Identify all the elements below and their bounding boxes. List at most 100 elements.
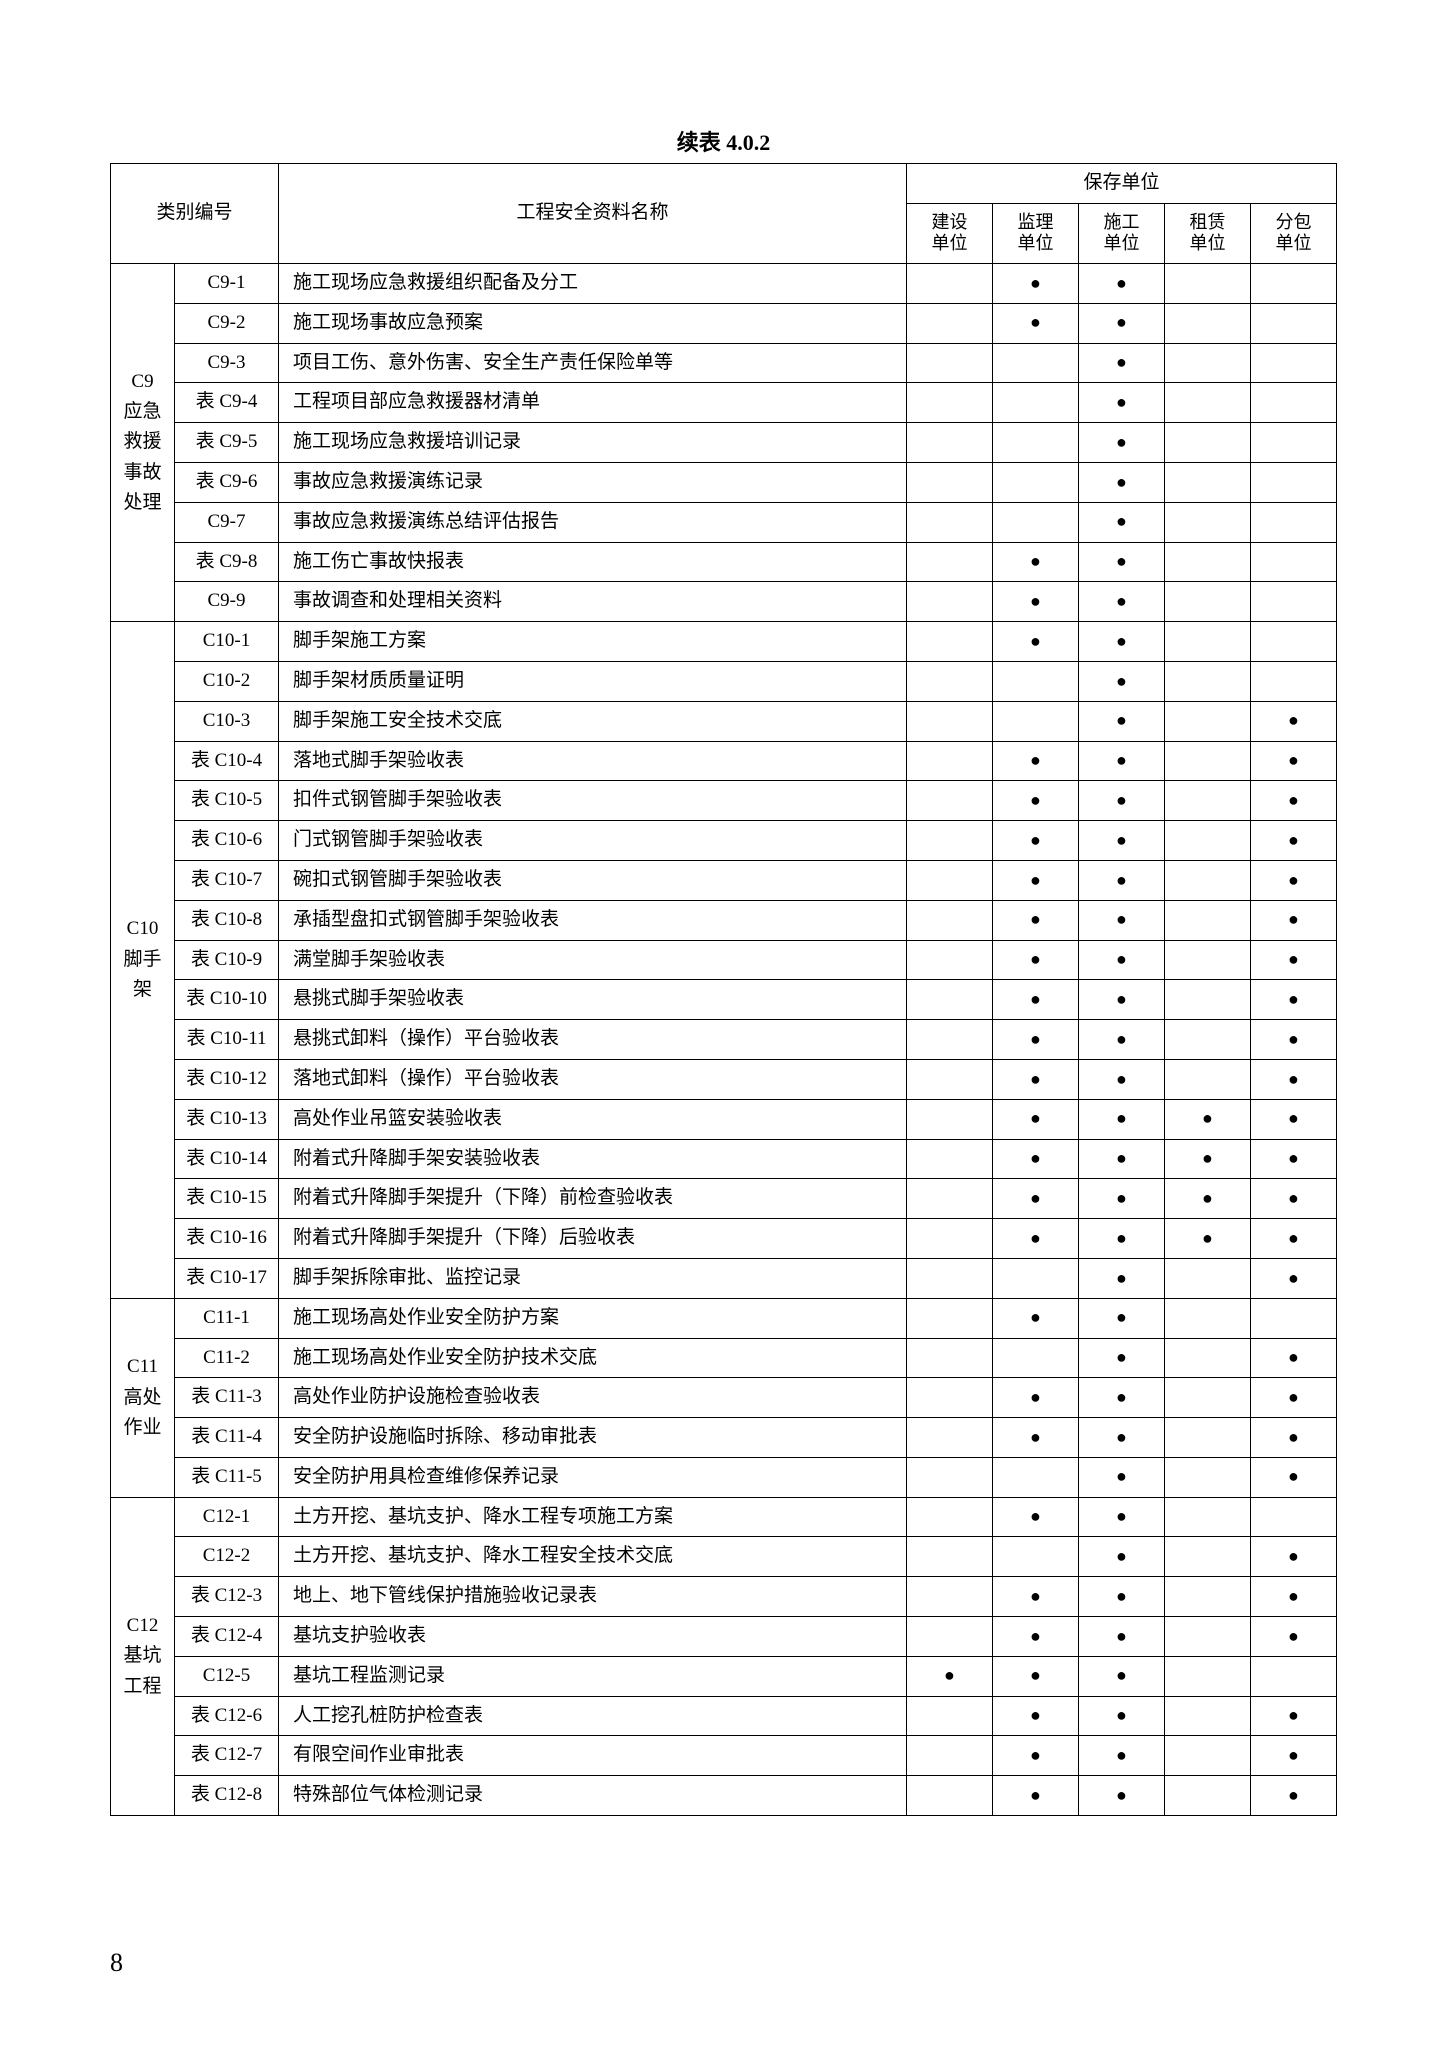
mark-cell: ● [1250,980,1336,1020]
dot-icon: ● [1288,1347,1299,1367]
code-cell: 表 C11-3 [175,1378,279,1418]
hdr-unit-2: 施工单位 [1078,203,1164,263]
table-row: C12-5基坑工程监测记录●●● [111,1656,1337,1696]
mark-cell [1164,661,1250,701]
mark-cell [906,582,992,622]
name-cell: 施工现场高处作业安全防护技术交底 [279,1338,907,1378]
name-cell: 施工现场应急救援组织配备及分工 [279,263,907,303]
mark-cell [906,1736,992,1776]
mark-cell [1164,263,1250,303]
dot-icon: ● [1202,1108,1213,1128]
dot-icon: ● [1030,1387,1041,1407]
mark-cell: ● [992,1577,1078,1617]
dot-icon: ● [1202,1148,1213,1168]
mark-cell: ● [1250,781,1336,821]
mark-cell [906,900,992,940]
mark-cell: ● [992,1219,1078,1259]
code-cell: 表 C12-3 [175,1577,279,1617]
dot-icon: ● [944,1665,955,1685]
name-cell: 土方开挖、基坑支护、降水工程专项施工方案 [279,1497,907,1537]
mark-cell [906,1617,992,1657]
mark-cell: ● [1078,1338,1164,1378]
mark-cell [1164,860,1250,900]
dot-icon: ● [1116,1586,1127,1606]
hdr-unit-3: 租赁单位 [1164,203,1250,263]
mark-cell [992,1457,1078,1497]
dot-icon: ● [1288,909,1299,929]
table-row: C11-2施工现场高处作业安全防护技术交底●● [111,1338,1337,1378]
dot-icon: ● [1030,273,1041,293]
dot-icon: ● [1116,1069,1127,1089]
mark-cell: ● [1078,462,1164,502]
mark-cell [906,1457,992,1497]
dot-icon: ● [1116,1307,1127,1327]
dot-icon: ● [1030,1148,1041,1168]
mark-cell [906,1378,992,1418]
mark-cell [906,1577,992,1617]
hdr-unit-4: 分包单位 [1250,203,1336,263]
mark-cell [906,1497,992,1537]
table-row: 表 C12-4基坑支护验收表●●● [111,1617,1337,1657]
mark-cell [1164,1378,1250,1418]
mark-cell [1250,1656,1336,1696]
table-row: C12-2土方开挖、基坑支护、降水工程安全技术交底●● [111,1537,1337,1577]
dot-icon: ● [1288,1108,1299,1128]
dot-icon: ● [1030,830,1041,850]
mark-cell [906,1776,992,1816]
mark-cell: ● [992,1617,1078,1657]
dot-icon: ● [1030,1665,1041,1685]
mark-cell: ● [1078,1736,1164,1776]
name-cell: 基坑工程监测记录 [279,1656,907,1696]
dot-icon: ● [1202,1188,1213,1208]
mark-cell: ● [1250,1258,1336,1298]
table-row: 表 C9-5施工现场应急救援培训记录● [111,423,1337,463]
hdr-unit-0: 建设单位 [906,203,992,263]
mark-cell [1164,741,1250,781]
dot-icon: ● [1288,1029,1299,1049]
dot-icon: ● [1030,631,1041,651]
mark-cell: ● [1078,661,1164,701]
dot-icon: ● [1030,1228,1041,1248]
mark-cell [1164,1537,1250,1577]
dot-icon: ● [1116,671,1127,691]
mark-cell [906,1696,992,1736]
mark-cell: ● [1078,980,1164,1020]
mark-cell: ● [1078,781,1164,821]
dot-icon: ● [1116,551,1127,571]
mark-cell: ● [1078,701,1164,741]
dot-icon: ● [1288,1268,1299,1288]
mark-cell: ● [992,860,1078,900]
dot-icon: ● [1288,1188,1299,1208]
mark-cell [1250,1497,1336,1537]
mark-cell [1164,1656,1250,1696]
name-cell: 悬挑式脚手架验收表 [279,980,907,1020]
mark-cell: ● [1078,423,1164,463]
dot-icon: ● [1116,1148,1127,1168]
mark-cell: ● [992,1179,1078,1219]
name-cell: 施工现场应急救援培训记录 [279,423,907,463]
name-cell: 安全防护用具检查维修保养记录 [279,1457,907,1497]
mark-cell [1250,343,1336,383]
mark-cell: ● [1078,1656,1164,1696]
mark-cell: ● [992,781,1078,821]
dot-icon: ● [1030,1427,1041,1447]
name-cell: 事故应急救援演练总结评估报告 [279,502,907,542]
dot-icon: ● [1030,591,1041,611]
mark-cell: ● [1078,1059,1164,1099]
code-cell: 表 C10-8 [175,900,279,940]
mark-cell: ● [1078,1020,1164,1060]
name-cell: 事故调查和处理相关资料 [279,582,907,622]
mark-cell: ● [1078,1696,1164,1736]
name-cell: 附着式升降脚手架提升（下降）前检查验收表 [279,1179,907,1219]
dot-icon: ● [1030,1307,1041,1327]
mark-cell [992,423,1078,463]
mark-cell: ● [1078,1577,1164,1617]
dot-icon: ● [1116,790,1127,810]
hdr-doc-name: 工程安全资料名称 [279,164,907,264]
mark-cell [992,1338,1078,1378]
name-cell: 碗扣式钢管脚手架验收表 [279,860,907,900]
mark-cell [906,383,992,423]
table-row: C12基坑工程C12-1土方开挖、基坑支护、降水工程专项施工方案●● [111,1497,1337,1537]
mark-cell [1250,661,1336,701]
category-cell: C12基坑工程 [111,1497,175,1815]
